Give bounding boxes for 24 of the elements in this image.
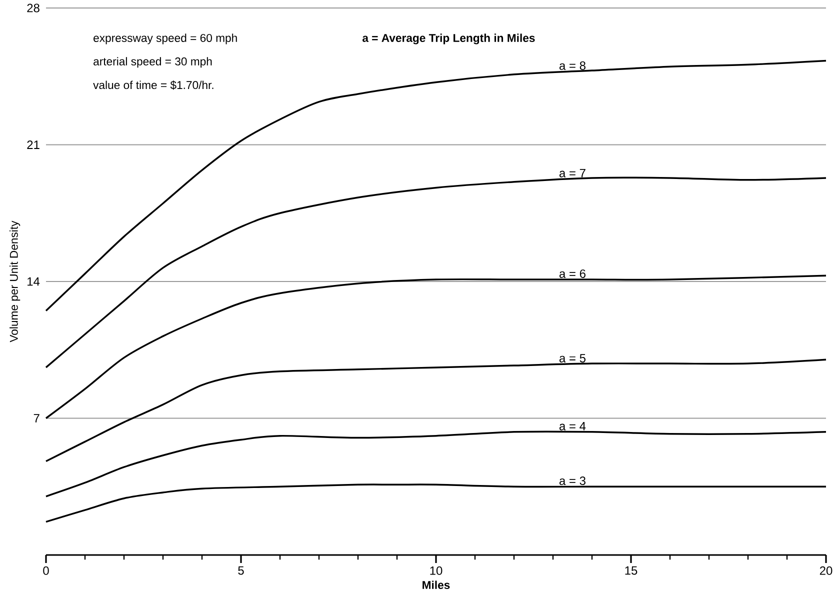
annotation: value of time = $1.70/hr. <box>93 80 214 90</box>
series-label: a = 7 <box>559 168 586 178</box>
line-series <box>45 176 827 368</box>
y-tick-label: 28 <box>27 4 40 12</box>
series-label: a = 3 <box>559 476 586 486</box>
x-tick-label: 15 <box>625 566 638 575</box>
x-tick-label: 0 <box>43 566 49 575</box>
annotation: arterial speed = 30 mph <box>94 57 212 68</box>
series-label: a = 8 <box>559 61 586 70</box>
series-label: a = 4 <box>559 422 586 430</box>
y-tick-label: 21 <box>27 140 40 149</box>
x-tick-label: 5 <box>238 566 244 575</box>
annotation: expressway speed = 60 mph <box>94 34 237 44</box>
y-tick-label: 7 <box>34 414 40 422</box>
y-axis-title: Volume per Unit Density <box>10 220 20 342</box>
series-label: a = 5 <box>559 354 586 362</box>
x-tick-label: 20 <box>820 566 832 575</box>
series-label: a = 6 <box>559 269 586 278</box>
annotation: a = Average Trip Length in Miles <box>362 34 535 44</box>
y-tick-label: 14 <box>28 277 40 286</box>
line-series <box>45 430 827 498</box>
line-series <box>45 484 827 523</box>
x-tick-label: 10 <box>430 566 442 575</box>
x-axis-title: Miles <box>422 580 450 590</box>
